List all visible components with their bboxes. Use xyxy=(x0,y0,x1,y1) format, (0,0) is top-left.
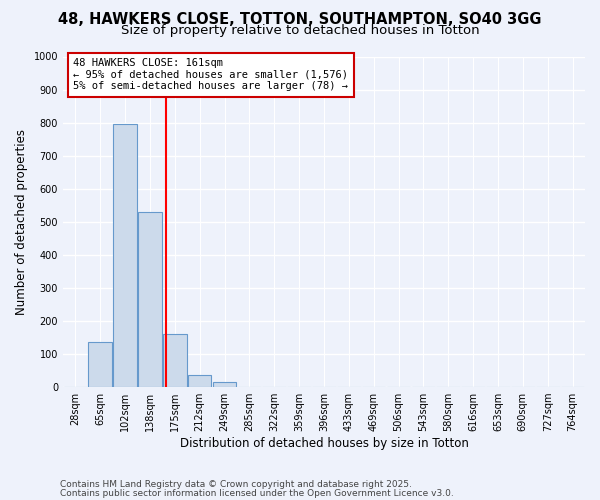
Text: 48 HAWKERS CLOSE: 161sqm
← 95% of detached houses are smaller (1,576)
5% of semi: 48 HAWKERS CLOSE: 161sqm ← 95% of detach… xyxy=(73,58,349,92)
X-axis label: Distribution of detached houses by size in Totton: Distribution of detached houses by size … xyxy=(179,437,469,450)
Text: 48, HAWKERS CLOSE, TOTTON, SOUTHAMPTON, SO40 3GG: 48, HAWKERS CLOSE, TOTTON, SOUTHAMPTON, … xyxy=(58,12,542,28)
Bar xyxy=(113,124,137,387)
Text: Size of property relative to detached houses in Totton: Size of property relative to detached ho… xyxy=(121,24,479,37)
Text: Contains public sector information licensed under the Open Government Licence v3: Contains public sector information licen… xyxy=(60,489,454,498)
Bar xyxy=(138,212,162,387)
Y-axis label: Number of detached properties: Number of detached properties xyxy=(15,129,28,315)
Bar xyxy=(213,382,236,387)
Bar xyxy=(163,334,187,387)
Bar xyxy=(188,374,211,387)
Bar xyxy=(88,342,112,387)
Text: Contains HM Land Registry data © Crown copyright and database right 2025.: Contains HM Land Registry data © Crown c… xyxy=(60,480,412,489)
